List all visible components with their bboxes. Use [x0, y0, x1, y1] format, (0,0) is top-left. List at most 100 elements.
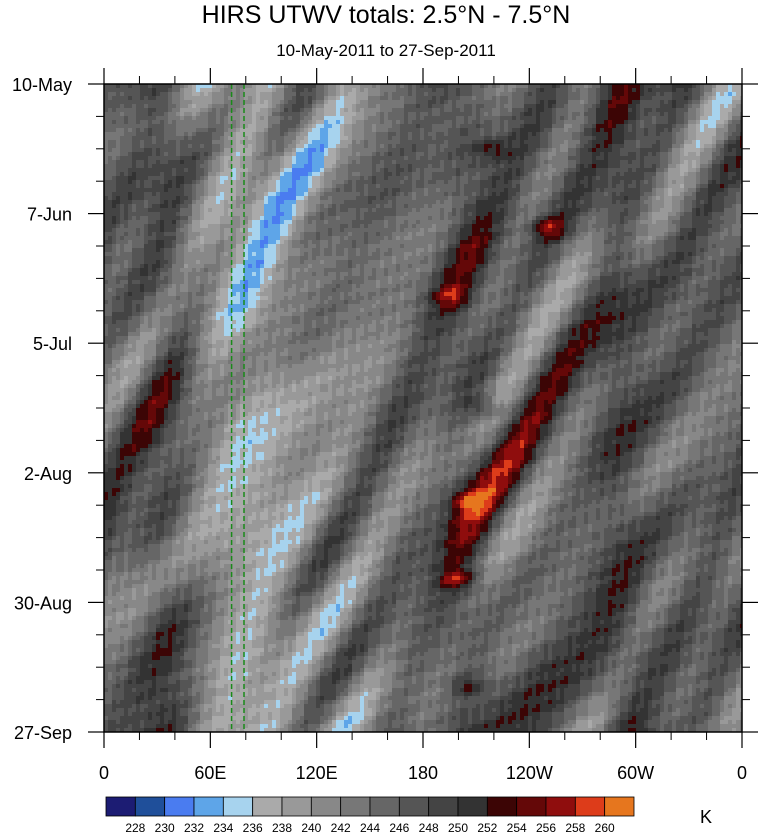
heatmap-cell: [676, 108, 681, 113]
heatmap-cell: [704, 92, 709, 97]
heatmap-cell: [424, 88, 429, 93]
heatmap-cell: [500, 116, 505, 121]
heatmap-cell: [624, 112, 629, 117]
heatmap-cell: [396, 100, 401, 105]
heatmap-cell: [612, 88, 617, 93]
heatmap-cell: [232, 100, 237, 105]
heatmap-cell: [572, 108, 577, 113]
heatmap-cell: [520, 112, 525, 117]
heatmap-cell: [148, 100, 153, 105]
heatmap-cell: [128, 96, 133, 101]
heatmap-cell: [424, 116, 429, 121]
heatmap-cell: [736, 100, 741, 105]
heatmap-cell: [204, 100, 209, 105]
heatmap-cell: [292, 112, 297, 117]
heatmap-cell: [592, 100, 597, 105]
heatmap-cell: [688, 112, 693, 117]
heatmap-cell: [484, 96, 489, 101]
heatmap-cell: [356, 100, 361, 105]
heatmap-cell: [264, 92, 269, 97]
heatmap-cell: [156, 104, 161, 109]
heatmap-cell: [476, 116, 481, 121]
heatmap-cell: [648, 104, 653, 109]
heatmap-cell: [708, 100, 713, 105]
heatmap-cell: [340, 92, 345, 97]
heatmap-cell: [184, 92, 189, 97]
heatmap-cell: [300, 100, 305, 105]
heatmap-cell: [716, 88, 721, 93]
heatmap-cell: [644, 104, 649, 109]
heatmap-cell: [140, 112, 145, 117]
heatmap-cell: [408, 116, 413, 121]
heatmap-cell: [344, 116, 349, 121]
heatmap-cell: [504, 104, 509, 109]
heatmap-cell: [284, 92, 289, 97]
heatmap-cell: [392, 116, 397, 121]
heatmap-cell: [592, 96, 597, 101]
heatmap-cell: [628, 88, 633, 93]
heatmap-cell: [452, 112, 457, 117]
heatmap-cell: [192, 112, 197, 117]
heatmap-cell: [704, 104, 709, 109]
heatmap-cell: [272, 104, 277, 109]
heatmap-cell: [376, 112, 381, 117]
heatmap-cell: [348, 112, 353, 117]
heatmap-cell: [120, 112, 125, 117]
heatmap-cell: [388, 96, 393, 101]
heatmap-cell: [644, 88, 649, 93]
heatmap-cell: [444, 116, 449, 121]
heatmap-cell: [248, 104, 253, 109]
heatmap-cell: [472, 104, 477, 109]
heatmap-cell: [668, 112, 673, 117]
heatmap-cell: [348, 88, 353, 93]
heatmap-cell: [496, 92, 501, 97]
heatmap-cell: [348, 116, 353, 121]
heatmap-cell: [648, 96, 653, 101]
heatmap-cell: [728, 92, 733, 97]
heatmap-cell: [540, 96, 545, 101]
heatmap-cell: [376, 108, 381, 113]
heatmap-cell: [200, 104, 205, 109]
heatmap-cell: [736, 92, 741, 97]
heatmap-cell: [152, 108, 157, 113]
heatmap-cell: [408, 88, 413, 93]
heatmap-cell: [224, 96, 229, 101]
heatmap-cell: [164, 112, 169, 117]
heatmap-cell: [164, 104, 169, 109]
heatmap-cell: [628, 92, 633, 97]
heatmap-cell: [412, 104, 417, 109]
heatmap-cell: [260, 104, 265, 109]
heatmap-cell: [548, 112, 553, 117]
heatmap-cell: [156, 92, 161, 97]
heatmap-cell: [468, 108, 473, 113]
heatmap-cell: [112, 112, 117, 117]
heatmap-cell: [532, 96, 537, 101]
heatmap-cell: [536, 116, 541, 121]
heatmap-cell: [404, 88, 409, 93]
heatmap-cell: [620, 104, 625, 109]
heatmap-cell: [608, 88, 613, 93]
heatmap-cell: [700, 100, 705, 105]
heatmap-cell: [420, 96, 425, 101]
heatmap-cell: [300, 108, 305, 113]
heatmap-cell: [668, 92, 673, 97]
heatmap-cell: [324, 96, 329, 101]
heatmap-cell: [188, 112, 193, 117]
heatmap-cell: [656, 116, 661, 121]
heatmap-cell: [716, 104, 721, 109]
heatmap-cell: [608, 112, 613, 117]
heatmap-cell: [316, 116, 321, 121]
heatmap-cell: [144, 88, 149, 93]
heatmap-cell: [384, 96, 389, 101]
heatmap-cell: [424, 100, 429, 105]
heatmap-cell: [252, 112, 257, 117]
heatmap-cell: [488, 100, 493, 105]
heatmap-cell: [156, 96, 161, 101]
heatmap-cell: [216, 112, 221, 117]
heatmap-cell: [180, 100, 185, 105]
heatmap-cell: [460, 104, 465, 109]
heatmap-cell: [220, 116, 225, 121]
heatmap-cell: [324, 116, 329, 121]
heatmap-cell: [176, 104, 181, 109]
heatmap-cell: [296, 88, 301, 93]
